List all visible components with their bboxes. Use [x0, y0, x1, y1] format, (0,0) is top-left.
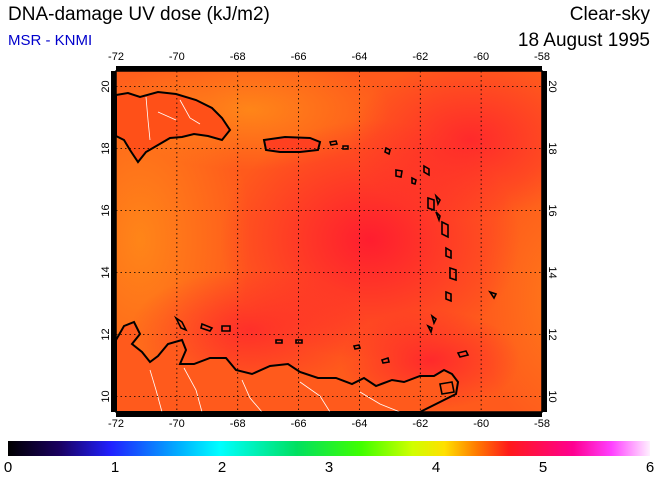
lat-tick-label-right: 14	[546, 266, 558, 278]
hispaniola-borders	[145, 96, 201, 141]
lat-tick-label-left: 18	[100, 142, 112, 154]
lat-tick-label-left: 20	[100, 80, 112, 92]
lon-tick-label-top: -60	[473, 51, 489, 63]
lat-tick-label-right: 18	[546, 142, 558, 154]
colorbar-tick-label: 0	[3, 459, 13, 476]
map-title: DNA-damage UV dose (kJ/m2)	[8, 4, 270, 25]
colorbar-tick-label: 4	[431, 459, 441, 476]
colorbar	[8, 441, 650, 456]
lat-tick-label-left: 14	[100, 266, 112, 278]
lon-tick-label-bottom: -60	[473, 418, 489, 430]
south-america-coastline	[116, 320, 460, 412]
source-label: MSR - KNMI	[8, 32, 93, 49]
lon-tick-label-bottom: -62	[412, 418, 428, 430]
lon-tick-label-bottom: -58	[534, 418, 550, 430]
lat-tick-label-right: 12	[546, 328, 558, 340]
colorbar-tick-label: 5	[538, 459, 548, 476]
puerto-rico-coastline	[262, 135, 322, 153]
lon-tick-label-top: -62	[412, 51, 428, 63]
lon-tick-label-top: -66	[291, 51, 307, 63]
south-america-borders	[149, 367, 401, 412]
lesser-antilles-coastline	[384, 146, 498, 358]
top-scale-bar	[116, 66, 542, 71]
colorbar-tick-label: 2	[217, 459, 227, 476]
colorbar-tick-label: 3	[324, 459, 334, 476]
lon-tick-label-top: -72	[108, 51, 124, 63]
lon-tick-label-top: -70	[169, 51, 185, 63]
lon-tick-label-bottom: -66	[291, 418, 307, 430]
lon-tick-label-bottom: -64	[351, 418, 367, 430]
lat-tick-label-left: 16	[100, 204, 112, 216]
right-scale-bar	[542, 71, 547, 412]
lat-tick-label-right: 16	[546, 204, 558, 216]
lat-tick-label-right: 20	[546, 80, 558, 92]
axis-tick-labels: -72 -72 -70 -70 -68 -68 -66 -66 -64 -64 -62 -62 -60 -…	[100, 51, 558, 430]
colorbar-tick-label: 1	[110, 459, 120, 476]
lon-tick-label-top: -64	[351, 51, 367, 63]
bottom-scale-bar	[116, 412, 542, 417]
date-label: 18 August 1995	[517, 30, 650, 51]
lon-tick-label-bottom: -72	[108, 418, 124, 430]
colorbar-tick-label: 6	[645, 459, 655, 476]
lon-tick-label-bottom: -68	[230, 418, 246, 430]
lat-tick-label-left: 10	[100, 390, 112, 402]
lon-tick-label-bottom: -70	[169, 418, 185, 430]
left-scale-bar	[111, 71, 116, 412]
sky-condition-label: Clear-sky	[569, 4, 650, 25]
lat-tick-label-right: 10	[546, 390, 558, 402]
lat-tick-label-left: 12	[100, 328, 112, 340]
uv-dose-field	[116, 71, 542, 412]
lon-tick-label-top: -58	[534, 51, 550, 63]
uv-dose-map: -72 -72 -70 -70 -68 -68 -66 -66 -64 -64 -62 -62 -60 -…	[100, 51, 558, 430]
map-gridlines	[116, 71, 542, 412]
lon-tick-label-top: -68	[230, 51, 246, 63]
hispaniola-coastline	[116, 90, 232, 164]
